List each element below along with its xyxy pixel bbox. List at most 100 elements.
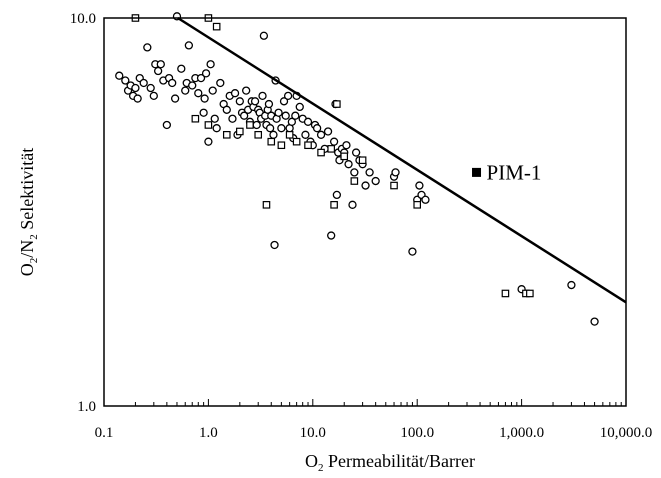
data-point-circle bbox=[270, 240, 279, 250]
y-axis-tick-labels: 1.0 10.0 bbox=[70, 11, 96, 415]
data-point-circle bbox=[303, 117, 313, 126]
data-point-circle bbox=[212, 124, 221, 133]
data-point-circle bbox=[252, 120, 261, 130]
data-point-circle bbox=[316, 130, 326, 139]
data-point-circle bbox=[170, 94, 180, 103]
data-point-square bbox=[277, 141, 286, 150]
data-point-circle bbox=[274, 108, 283, 117]
data-point-circle bbox=[133, 94, 142, 103]
data-point-circle bbox=[196, 73, 206, 83]
data-point-circle bbox=[265, 124, 275, 133]
data-point-circle bbox=[201, 69, 211, 78]
data-point-circle bbox=[408, 247, 417, 256]
data-point-square bbox=[327, 145, 335, 153]
data-point-circle bbox=[200, 94, 209, 103]
data-point-circle bbox=[235, 97, 244, 106]
data-point-circle bbox=[204, 137, 213, 146]
data-point-circle bbox=[291, 111, 300, 120]
data-point-circle bbox=[329, 137, 339, 146]
data-point-square bbox=[350, 177, 359, 185]
data-points bbox=[115, 12, 599, 326]
data-point-circle bbox=[194, 89, 203, 98]
data-point-circle bbox=[350, 168, 359, 177]
data-point-circle bbox=[210, 114, 219, 123]
data-point-circle bbox=[391, 168, 400, 177]
data-point-circle bbox=[281, 111, 290, 120]
x-axis-ticks bbox=[103, 399, 627, 406]
data-point-circle bbox=[259, 31, 269, 40]
data-point-circle bbox=[188, 81, 197, 90]
pim-1-label: PIM-1 bbox=[487, 160, 542, 184]
data-point-square bbox=[390, 181, 398, 190]
y-axis-ticks bbox=[104, 17, 111, 407]
data-point-circle bbox=[365, 168, 374, 177]
data-point-circle bbox=[121, 76, 130, 85]
data-point-circle bbox=[206, 60, 215, 69]
x-axis-tick-labels: 0.1 1.0 10.0 100.0 1,000.0 10,000.0 bbox=[95, 425, 653, 441]
data-point-circle bbox=[143, 43, 152, 52]
data-point-square bbox=[267, 137, 276, 146]
data-point-square bbox=[304, 141, 312, 150]
data-point-circle bbox=[269, 130, 278, 139]
data-point-square bbox=[501, 289, 510, 298]
data-point-circle bbox=[168, 78, 177, 88]
data-point-circle bbox=[277, 124, 286, 133]
data-point-circle bbox=[216, 78, 225, 88]
plot-frame bbox=[103, 17, 627, 407]
data-point-square bbox=[330, 201, 338, 209]
data-point-circle bbox=[208, 86, 217, 95]
data-point-circle bbox=[283, 91, 293, 101]
data-point-circle bbox=[239, 111, 249, 120]
data-point-circle bbox=[312, 124, 322, 133]
data-point-circle bbox=[139, 78, 148, 88]
data-point-circle bbox=[162, 120, 172, 130]
data-point-square bbox=[292, 137, 301, 146]
data-point-circle bbox=[177, 64, 186, 73]
data-point-circle bbox=[361, 181, 370, 190]
x-tick-label: 1,000.0 bbox=[499, 425, 544, 441]
data-point-circle bbox=[371, 176, 380, 186]
data-point-circle bbox=[131, 83, 140, 93]
data-point-circle bbox=[184, 41, 194, 50]
data-point-circle bbox=[421, 195, 430, 204]
data-point-circle bbox=[301, 130, 310, 139]
data-point-circle bbox=[567, 280, 576, 290]
data-point-circle bbox=[295, 102, 304, 112]
data-point-circle bbox=[590, 317, 599, 326]
data-point-circle bbox=[250, 97, 260, 106]
data-point-circle bbox=[115, 71, 124, 80]
data-point-circle bbox=[149, 91, 158, 101]
upper-bound-line bbox=[177, 16, 627, 304]
data-point-square bbox=[262, 201, 271, 209]
data-point-square bbox=[340, 152, 349, 161]
x-tick-label: 100.0 bbox=[400, 425, 434, 441]
data-point-circle bbox=[258, 91, 267, 101]
data-point-circle bbox=[146, 83, 155, 93]
x-tick-label: 0.1 bbox=[95, 425, 114, 441]
x-axis-title: O2 Permeabilität/Barrer bbox=[305, 451, 475, 474]
x-tick-label: 1.0 bbox=[199, 425, 218, 441]
x-tick-label: 10.0 bbox=[300, 425, 326, 441]
data-point-circle bbox=[287, 117, 297, 126]
data-point-circle bbox=[230, 89, 240, 98]
data-point-circle bbox=[228, 114, 237, 123]
data-point-square bbox=[254, 130, 263, 139]
data-point-square bbox=[526, 289, 534, 298]
data-point-circle bbox=[351, 148, 361, 157]
data-point-square bbox=[285, 130, 294, 139]
data-point-circle bbox=[153, 66, 163, 76]
data-point-circle bbox=[156, 60, 165, 69]
data-point-square bbox=[333, 100, 341, 108]
data-point-circle bbox=[264, 99, 274, 109]
data-point-square bbox=[317, 148, 325, 157]
y-tick-label: 10.0 bbox=[70, 11, 96, 27]
data-point-circle bbox=[181, 86, 190, 95]
data-point-circle bbox=[222, 105, 231, 114]
data-point-square bbox=[204, 121, 213, 129]
data-point-circle bbox=[348, 200, 357, 209]
data-point-circle bbox=[242, 86, 251, 95]
data-point-circle bbox=[332, 190, 342, 200]
data-point-circle bbox=[344, 160, 353, 169]
data-point-circle bbox=[279, 97, 289, 106]
